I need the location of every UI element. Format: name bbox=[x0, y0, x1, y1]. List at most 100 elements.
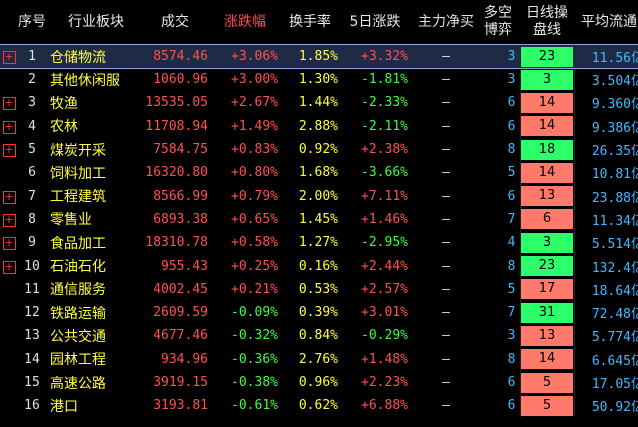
sector-name[interactable]: 煤炭开采 bbox=[50, 142, 106, 159]
five-day-change-value: +1.46% bbox=[361, 211, 408, 227]
expand-cell[interactable]: + bbox=[0, 44, 18, 68]
daily-op-badge: 5 bbox=[521, 395, 573, 416]
header-turnover[interactable]: 换手率 bbox=[282, 0, 342, 45]
five-day-change-value: -2.95% bbox=[361, 235, 408, 251]
sector-name[interactable]: 通信服务 bbox=[50, 282, 106, 299]
expand-cell[interactable]: + bbox=[0, 91, 18, 114]
turnover-value: 0.96% bbox=[298, 375, 338, 390]
sector-name[interactable]: 其他休闲服 bbox=[50, 72, 120, 89]
expand-cell[interactable] bbox=[0, 348, 18, 371]
daily-op-badge: 5 bbox=[521, 372, 573, 393]
header-5day-change[interactable]: 5日涨跌 bbox=[342, 0, 412, 45]
header-long-short[interactable]: 多空 博弈 bbox=[480, 0, 520, 45]
net-buy-value: — bbox=[442, 188, 450, 204]
daily-op-cell: 14 bbox=[519, 347, 574, 371]
expand-plus-icon[interactable]: + bbox=[2, 236, 16, 251]
header-net-buy[interactable]: 主力净买 bbox=[412, 0, 480, 45]
sector-name[interactable]: 高速公路 bbox=[50, 375, 106, 392]
header-idx[interactable]: 序号 bbox=[18, 0, 46, 45]
change-pct-value: +3.00% bbox=[231, 72, 278, 88]
long-short-value: 7 bbox=[507, 305, 516, 321]
turnover-value: 0.92% bbox=[298, 142, 338, 158]
sector-name[interactable]: 饲料加工 bbox=[50, 165, 106, 182]
volume-value: 8574.46 bbox=[142, 44, 212, 68]
table-row[interactable]: +3 牧渔 13535.05 +2.67% 1.44% -2.33% — 6 149.360亿 bbox=[0, 91, 638, 115]
turnover-value: 1.45% bbox=[298, 211, 338, 227]
expand-cell[interactable] bbox=[0, 324, 18, 347]
change-pct-value: +2.67% bbox=[231, 95, 278, 111]
expand-plus-icon[interactable]: + bbox=[2, 259, 16, 274]
volume-value: 3193.81 bbox=[153, 398, 208, 414]
sector-name[interactable]: 仓储物流 bbox=[46, 44, 142, 68]
expand-cell[interactable]: + bbox=[0, 254, 18, 277]
expand-plus-icon[interactable]: + bbox=[2, 119, 16, 134]
net-buy-value: — bbox=[442, 211, 450, 227]
sector-name[interactable]: 公共交通 bbox=[50, 328, 106, 345]
sector-name[interactable]: 农林 bbox=[50, 119, 78, 136]
expand-cell[interactable] bbox=[0, 68, 18, 91]
five-day-change-value: +3.01% bbox=[361, 305, 408, 321]
header-volume[interactable]: 成交 bbox=[142, 0, 212, 45]
turnover-value: 0.39% bbox=[298, 305, 338, 321]
header-change-pct[interactable]: 涨跌幅 bbox=[212, 0, 282, 45]
long-short-value: 7 bbox=[507, 211, 516, 227]
avg-float-value: 6.645亿 bbox=[573, 347, 638, 371]
sector-name[interactable]: 石油石化 bbox=[50, 259, 106, 276]
expand-plus-icon[interactable]: + bbox=[2, 143, 16, 158]
expand-cell[interactable] bbox=[0, 278, 18, 301]
sector-name[interactable]: 牧渔 bbox=[50, 95, 78, 112]
expand-cell[interactable] bbox=[0, 161, 18, 184]
five-day-change-value: -2.11% bbox=[361, 118, 408, 134]
net-buy-value: — bbox=[442, 281, 450, 297]
table-row[interactable]: +4 农林 11708.94 +1.49% 2.88% -2.11% — 6 149.386亿 bbox=[0, 114, 638, 138]
expand-cell[interactable]: + bbox=[0, 208, 18, 231]
change-pct-value: +1.49% bbox=[231, 118, 278, 134]
expand-plus-icon[interactable]: + bbox=[2, 50, 16, 64]
row-index: 14 bbox=[24, 351, 40, 367]
expand-cell[interactable] bbox=[0, 371, 18, 394]
expand-plus-icon[interactable]: + bbox=[2, 96, 16, 111]
sector-name[interactable]: 食品加工 bbox=[50, 235, 106, 252]
expand-cell[interactable] bbox=[0, 394, 18, 417]
daily-op-badge: 13 bbox=[521, 325, 573, 346]
turnover-value: 1.27% bbox=[298, 235, 338, 251]
table-row[interactable]: +9 食品加工 18310.78 +0.58% 1.27% -2.95% — 435.514亿 bbox=[0, 231, 638, 255]
expand-cell[interactable]: + bbox=[0, 115, 18, 138]
expand-cell[interactable]: + bbox=[0, 184, 18, 207]
daily-op-cell: 3 bbox=[519, 68, 574, 92]
expand-cell[interactable] bbox=[0, 301, 18, 324]
header-daily-op[interactable]: 日线操 盘线 bbox=[520, 0, 574, 45]
sector-name[interactable]: 园林工程 bbox=[50, 352, 106, 369]
volume-value: 4677.46 bbox=[153, 328, 208, 344]
avg-float-value: 5.514亿 bbox=[573, 231, 638, 255]
sector-name[interactable]: 港口 bbox=[50, 398, 78, 415]
daily-op-cell: 23 bbox=[519, 254, 574, 278]
sector-name[interactable]: 零售业 bbox=[50, 212, 92, 229]
header-avg-float[interactable]: 平均流通 bbox=[574, 0, 638, 45]
sector-name[interactable]: 铁路运输 bbox=[50, 305, 106, 322]
change-pct-value: -0.09% bbox=[231, 305, 278, 321]
long-short-value: 5 bbox=[507, 281, 516, 297]
daily-op-badge: 18 bbox=[521, 139, 573, 160]
expand-cell[interactable]: + bbox=[0, 138, 18, 161]
sector-name[interactable]: 工程建筑 bbox=[50, 189, 106, 206]
change-pct-value: +0.65% bbox=[231, 211, 278, 227]
expand-cell[interactable]: + bbox=[0, 231, 18, 254]
expand-plus-icon[interactable]: + bbox=[2, 212, 16, 227]
expand-plus-icon[interactable]: + bbox=[2, 189, 16, 204]
header-name[interactable]: 行业板块 bbox=[46, 0, 142, 45]
